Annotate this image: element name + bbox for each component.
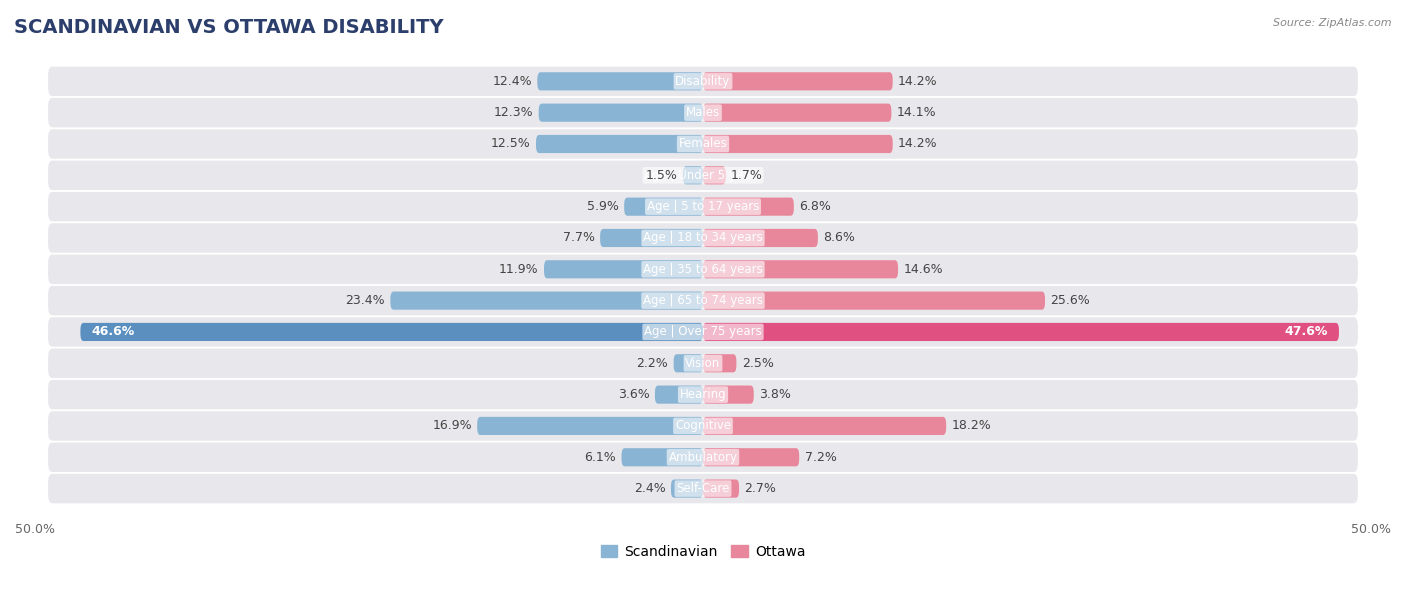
- FancyBboxPatch shape: [703, 135, 893, 153]
- FancyBboxPatch shape: [673, 354, 703, 372]
- FancyBboxPatch shape: [48, 192, 1358, 222]
- Text: Age | Under 5 years: Age | Under 5 years: [644, 169, 762, 182]
- Text: 7.2%: 7.2%: [804, 451, 837, 464]
- Text: Vision: Vision: [685, 357, 721, 370]
- FancyBboxPatch shape: [655, 386, 703, 404]
- FancyBboxPatch shape: [538, 103, 703, 122]
- Text: Age | 18 to 34 years: Age | 18 to 34 years: [643, 231, 763, 244]
- FancyBboxPatch shape: [703, 386, 754, 404]
- Text: 2.5%: 2.5%: [742, 357, 773, 370]
- FancyBboxPatch shape: [703, 480, 740, 498]
- Text: 47.6%: 47.6%: [1285, 326, 1329, 338]
- FancyBboxPatch shape: [391, 291, 703, 310]
- Text: 12.5%: 12.5%: [491, 138, 530, 151]
- Legend: Scandinavian, Ottawa: Scandinavian, Ottawa: [595, 539, 811, 564]
- FancyBboxPatch shape: [537, 72, 703, 91]
- Text: 14.1%: 14.1%: [897, 106, 936, 119]
- Text: Ambulatory: Ambulatory: [668, 451, 738, 464]
- FancyBboxPatch shape: [703, 260, 898, 278]
- FancyBboxPatch shape: [624, 198, 703, 215]
- FancyBboxPatch shape: [48, 286, 1358, 315]
- FancyBboxPatch shape: [48, 317, 1358, 346]
- Text: 14.2%: 14.2%: [898, 75, 938, 88]
- FancyBboxPatch shape: [703, 229, 818, 247]
- FancyBboxPatch shape: [48, 411, 1358, 441]
- FancyBboxPatch shape: [536, 135, 703, 153]
- FancyBboxPatch shape: [48, 349, 1358, 378]
- FancyBboxPatch shape: [703, 103, 891, 122]
- Text: 1.7%: 1.7%: [731, 169, 763, 182]
- Text: 6.8%: 6.8%: [799, 200, 831, 213]
- FancyBboxPatch shape: [48, 67, 1358, 96]
- FancyBboxPatch shape: [48, 160, 1358, 190]
- Text: Females: Females: [679, 138, 727, 151]
- FancyBboxPatch shape: [683, 166, 703, 184]
- Text: Hearing: Hearing: [679, 388, 727, 401]
- FancyBboxPatch shape: [48, 255, 1358, 284]
- FancyBboxPatch shape: [621, 448, 703, 466]
- FancyBboxPatch shape: [477, 417, 703, 435]
- Text: 3.8%: 3.8%: [759, 388, 792, 401]
- Text: 12.3%: 12.3%: [494, 106, 533, 119]
- Text: SCANDINAVIAN VS OTTAWA DISABILITY: SCANDINAVIAN VS OTTAWA DISABILITY: [14, 18, 444, 37]
- FancyBboxPatch shape: [48, 129, 1358, 159]
- Text: 1.5%: 1.5%: [645, 169, 678, 182]
- FancyBboxPatch shape: [600, 229, 703, 247]
- Text: Disability: Disability: [675, 75, 731, 88]
- FancyBboxPatch shape: [544, 260, 703, 278]
- Text: 7.7%: 7.7%: [562, 231, 595, 244]
- Text: 25.6%: 25.6%: [1050, 294, 1090, 307]
- Text: 2.7%: 2.7%: [744, 482, 776, 495]
- Text: 3.6%: 3.6%: [617, 388, 650, 401]
- FancyBboxPatch shape: [703, 448, 799, 466]
- FancyBboxPatch shape: [48, 380, 1358, 409]
- FancyBboxPatch shape: [703, 323, 1339, 341]
- FancyBboxPatch shape: [703, 166, 725, 184]
- FancyBboxPatch shape: [703, 354, 737, 372]
- Text: Age | 5 to 17 years: Age | 5 to 17 years: [647, 200, 759, 213]
- Text: Self-Care: Self-Care: [676, 482, 730, 495]
- FancyBboxPatch shape: [48, 223, 1358, 253]
- Text: 12.4%: 12.4%: [492, 75, 531, 88]
- Text: Age | 35 to 64 years: Age | 35 to 64 years: [643, 263, 763, 276]
- Text: 46.6%: 46.6%: [91, 326, 135, 338]
- FancyBboxPatch shape: [703, 198, 794, 215]
- FancyBboxPatch shape: [48, 442, 1358, 472]
- Text: 23.4%: 23.4%: [346, 294, 385, 307]
- FancyBboxPatch shape: [671, 480, 703, 498]
- Text: Source: ZipAtlas.com: Source: ZipAtlas.com: [1274, 18, 1392, 28]
- Text: 2.2%: 2.2%: [637, 357, 668, 370]
- FancyBboxPatch shape: [703, 417, 946, 435]
- Text: 6.1%: 6.1%: [585, 451, 616, 464]
- FancyBboxPatch shape: [703, 291, 1045, 310]
- Text: 14.6%: 14.6%: [904, 263, 943, 276]
- Text: 18.2%: 18.2%: [952, 419, 991, 433]
- FancyBboxPatch shape: [703, 72, 893, 91]
- FancyBboxPatch shape: [48, 474, 1358, 503]
- Text: 2.4%: 2.4%: [634, 482, 665, 495]
- Text: 11.9%: 11.9%: [499, 263, 538, 276]
- Text: Age | Over 75 years: Age | Over 75 years: [644, 326, 762, 338]
- Text: Males: Males: [686, 106, 720, 119]
- Text: Age | 65 to 74 years: Age | 65 to 74 years: [643, 294, 763, 307]
- Text: 5.9%: 5.9%: [586, 200, 619, 213]
- Text: 8.6%: 8.6%: [824, 231, 855, 244]
- Text: 14.2%: 14.2%: [898, 138, 938, 151]
- FancyBboxPatch shape: [48, 98, 1358, 127]
- FancyBboxPatch shape: [80, 323, 703, 341]
- Text: 16.9%: 16.9%: [432, 419, 472, 433]
- Text: Cognitive: Cognitive: [675, 419, 731, 433]
